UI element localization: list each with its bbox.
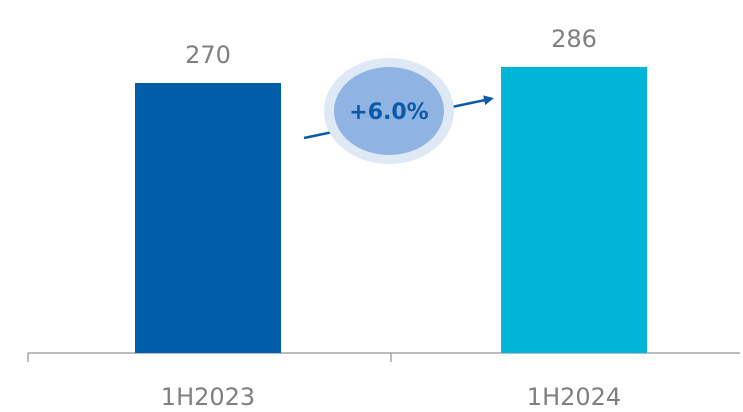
labels-layer: 270 1H2023 286 1H2024 — [161, 25, 621, 411]
axis-layer — [27, 352, 740, 362]
bars-layer — [135, 67, 647, 353]
x-tick-label: 1H2024 — [527, 383, 621, 411]
data-label: 286 — [551, 25, 597, 53]
x-tick-label: 1H2023 — [161, 383, 255, 411]
growth-label: +6.0% — [349, 100, 428, 125]
data-label: 270 — [185, 41, 231, 69]
growth-annotation: +6.0% — [303, 58, 494, 164]
growth-bubble — [334, 67, 444, 155]
bar-1h2023 — [135, 83, 281, 353]
bar-1h2024 — [501, 67, 647, 353]
